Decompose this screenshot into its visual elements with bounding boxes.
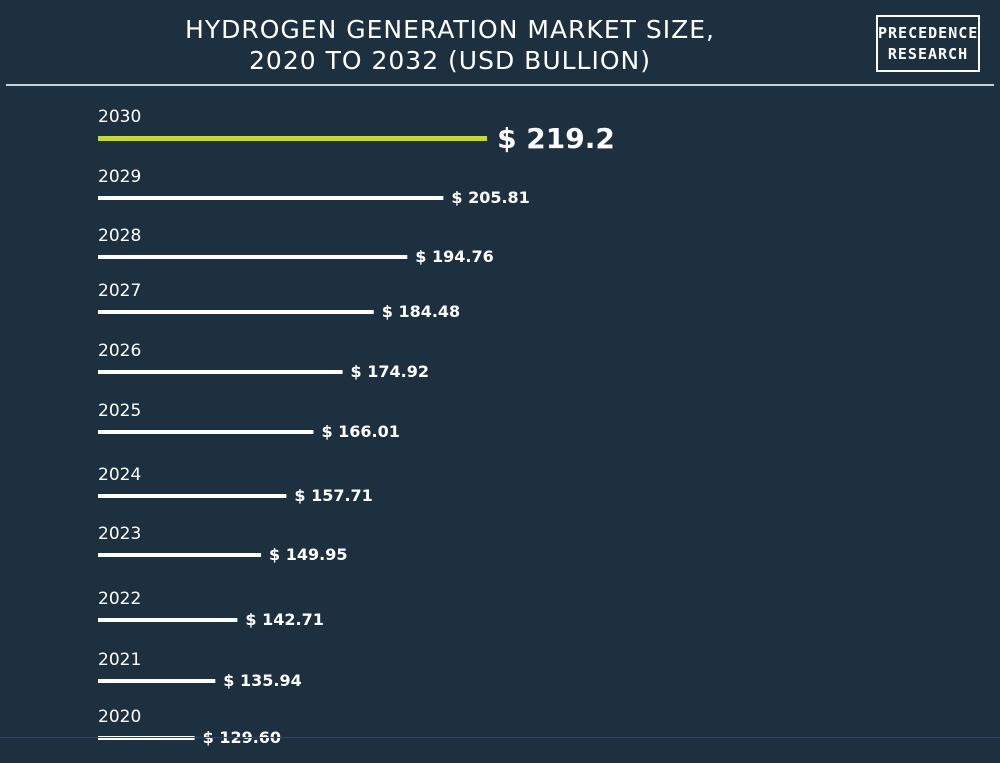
title-divider	[6, 84, 994, 86]
chart-title-line-1: HYDROGEN GENERATION MARKET SIZE,	[185, 15, 715, 44]
year-label-2024: 2024	[98, 465, 141, 485]
value-label-2025: $ 166.01	[321, 422, 399, 441]
year-label-2022: 2022	[98, 589, 141, 609]
bar-2021	[98, 679, 216, 683]
bar-2027	[98, 310, 374, 314]
value-label-2026: $ 174.92	[351, 362, 429, 381]
bar-2020	[98, 736, 195, 740]
bar-2022	[98, 618, 238, 622]
bottom-edge-line	[0, 737, 1000, 738]
year-label-2021: 2021	[98, 650, 141, 670]
value-label-2029: $ 205.81	[451, 188, 529, 207]
bar-2024	[98, 494, 287, 498]
bar-2028	[98, 255, 408, 259]
year-label-2023: 2023	[98, 524, 141, 544]
chart-title-line-2: 2020 TO 2032 (USD BULLION)	[249, 46, 651, 75]
year-label-2030: 2030	[98, 107, 141, 127]
precedence-research-logo: PRECEDENCE RESEARCH	[876, 15, 980, 72]
value-label-2024: $ 157.71	[294, 486, 372, 505]
logo-text-line-2: RESEARCH	[887, 44, 969, 63]
year-label-2025: 2025	[98, 401, 141, 421]
year-label-2029: 2029	[98, 167, 141, 187]
year-label-2026: 2026	[98, 341, 141, 361]
value-label-2030: $ 219.2	[497, 122, 615, 155]
year-label-2020: 2020	[98, 707, 141, 727]
bar-2029	[98, 196, 444, 200]
value-label-2023: $ 149.95	[269, 545, 347, 564]
year-label-2027: 2027	[98, 281, 141, 301]
value-label-2027: $ 184.48	[382, 302, 460, 321]
bar-2026	[98, 370, 343, 374]
value-label-2022: $ 142.71	[245, 610, 323, 629]
year-label-2028: 2028	[98, 226, 141, 246]
value-label-2028: $ 194.76	[415, 247, 493, 266]
value-label-2021: $ 135.94	[223, 671, 301, 690]
logo-text-line-1: PRECEDENCE	[878, 23, 979, 42]
bar-2023	[98, 553, 262, 557]
bar-2030	[98, 136, 488, 141]
bar-2025	[98, 430, 314, 434]
